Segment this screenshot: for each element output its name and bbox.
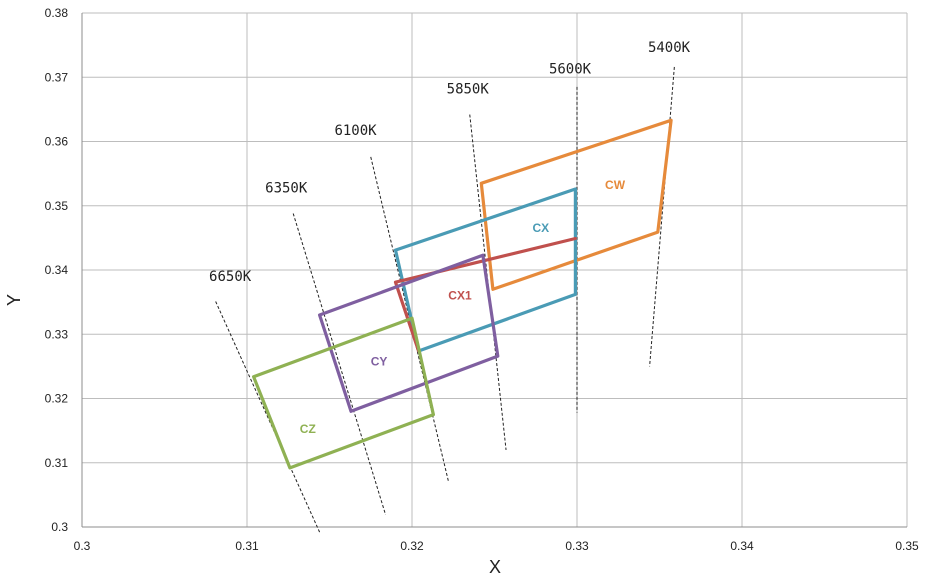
x-tick-label: 0.31 [235, 539, 259, 553]
y-tick-label: 0.36 [45, 135, 69, 149]
cct-line-5400k [649, 66, 675, 367]
cct-line-6650k [215, 301, 321, 533]
cct-label-6650k: 6650K [209, 269, 252, 285]
y-tick-label: 0.3 [51, 520, 68, 534]
x-tick-label: 0.32 [400, 539, 424, 553]
bin-label-cy: CY [371, 355, 388, 369]
cct-lines: 6650K 6350K 6100K 5850K 5600K 5400K [209, 40, 691, 533]
cct-line-5850k [469, 114, 507, 450]
bin-label-cx: CX [532, 221, 549, 235]
bin-outline-cx1 [393, 236, 578, 353]
y-tick-label: 0.35 [45, 199, 69, 213]
bin-outline-cw [479, 118, 673, 291]
x-tick-label: 0.33 [565, 539, 589, 553]
x-tick-label: 0.35 [895, 539, 919, 553]
bin-label-cz: CZ [300, 422, 316, 436]
y-tick-label: 0.38 [45, 6, 69, 20]
cct-label-6100k: 6100K [334, 123, 377, 139]
cct-label-5600k: 5600K [549, 61, 592, 77]
tick-labels: 0.3 0.31 0.32 0.33 0.34 0.35 0.3 0.31 0.32 0.33 0.… [45, 6, 919, 553]
bin-outline-cy [318, 253, 500, 413]
cct-label-5850k: 5850K [447, 81, 490, 97]
y-tick-label: 0.32 [45, 392, 69, 406]
cct-label-6350k: 6350K [265, 180, 308, 196]
bin-label-cx1: CX1 [448, 289, 472, 303]
y-tick-label: 0.34 [45, 263, 69, 277]
series-layer: CW CX CX1 CY CZ [252, 118, 673, 470]
y-axis-title: Y [4, 294, 24, 306]
bin-label-cw: CW [605, 178, 626, 192]
y-tick-label: 0.31 [45, 456, 69, 470]
x-axis-title: X [489, 557, 501, 577]
cct-line-6350k [292, 213, 387, 515]
y-tick-label: 0.33 [45, 327, 69, 341]
grid-lines [81, 12, 908, 528]
x-tick-label: 0.34 [730, 539, 754, 553]
cct-label-5400k: 5400K [648, 40, 691, 56]
bin-outline-cz [252, 316, 435, 470]
y-tick-label: 0.37 [45, 70, 69, 84]
x-tick-label: 0.3 [74, 539, 91, 553]
